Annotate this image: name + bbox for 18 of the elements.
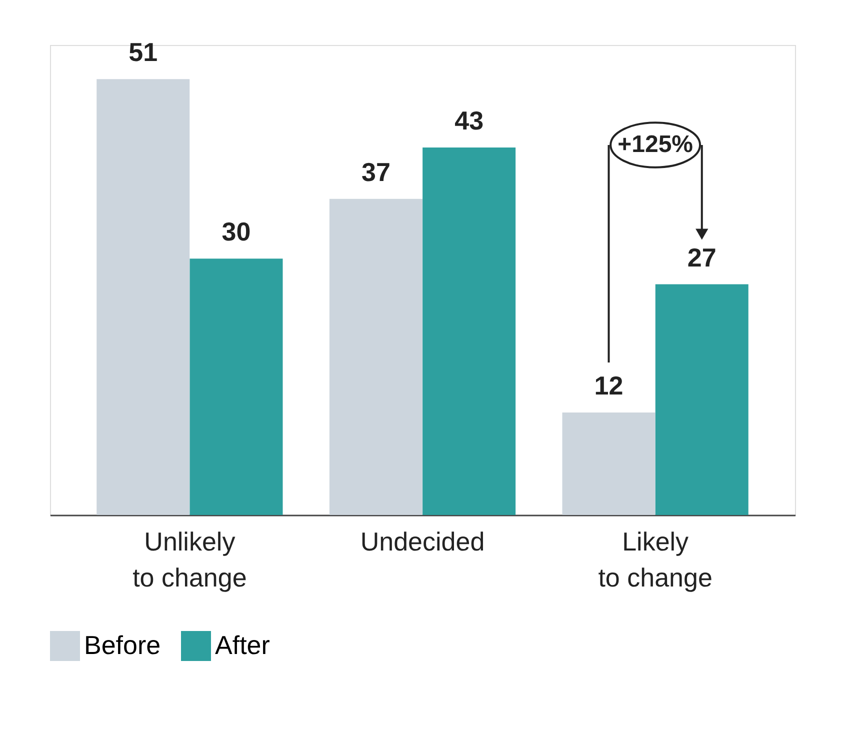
bar (96, 79, 190, 515)
bar (329, 198, 422, 515)
data-label: 37 (361, 156, 390, 187)
x-tick-label: Undecided (360, 526, 485, 556)
annotation: +125% (618, 131, 694, 158)
x-tick-label: Likely to change (598, 526, 712, 592)
x-tick-label: Unlikely to change (132, 526, 247, 592)
bar (422, 148, 516, 515)
legend-label: After (215, 630, 270, 660)
data-label: 12 (594, 370, 624, 400)
bar (655, 284, 748, 515)
bar (562, 412, 656, 515)
data-label: 51 (128, 37, 158, 68)
data-label: 43 (454, 106, 484, 136)
data-label: 30 (222, 216, 251, 247)
legend-label: Before (84, 630, 161, 660)
bar (190, 258, 283, 515)
data-label: 27 (687, 242, 716, 272)
